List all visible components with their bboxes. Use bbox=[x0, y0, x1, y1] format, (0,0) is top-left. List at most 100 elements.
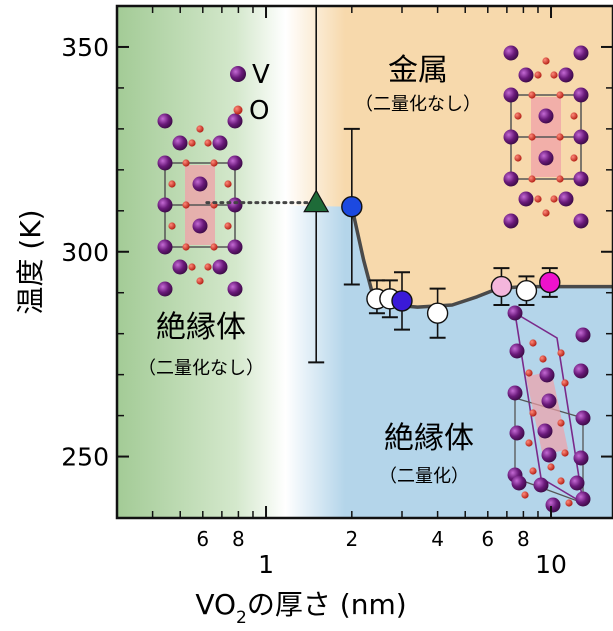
o-atom bbox=[539, 355, 547, 363]
v-atom bbox=[192, 218, 208, 234]
o-atom bbox=[168, 222, 176, 230]
x-minor-tick-label: 8 bbox=[517, 527, 530, 551]
o-atom bbox=[196, 125, 204, 133]
data-point-2 bbox=[341, 127, 363, 286]
o-atom bbox=[528, 91, 536, 99]
data-point-7 bbox=[490, 267, 513, 307]
v-atom bbox=[157, 197, 173, 213]
o-atom bbox=[210, 159, 218, 167]
o-atom bbox=[565, 499, 573, 507]
v-atom bbox=[507, 305, 523, 321]
o-atom bbox=[534, 71, 542, 79]
metal-title: 金属 bbox=[388, 53, 448, 88]
o-atom bbox=[521, 491, 529, 499]
x-axis-label-rest: の厚さ (nm) bbox=[247, 588, 407, 621]
v-atom bbox=[575, 327, 591, 343]
o-atom bbox=[188, 139, 196, 147]
data-point-6 bbox=[426, 287, 449, 339]
o-atom bbox=[182, 159, 190, 167]
legend-o-label: O bbox=[249, 96, 269, 126]
o-atom bbox=[188, 263, 196, 271]
metal-subtitle: （二量化なし） bbox=[355, 94, 481, 115]
octahedron bbox=[525, 371, 569, 455]
insulator-right-title: 絶縁体 bbox=[384, 421, 474, 456]
o-atom bbox=[561, 379, 569, 387]
o-atom bbox=[196, 277, 204, 285]
o-atom bbox=[556, 133, 564, 141]
v-atom bbox=[539, 367, 555, 383]
insulator-left-subtitle: （二量化なし） bbox=[138, 358, 264, 379]
o-atom bbox=[514, 154, 522, 162]
o-atom bbox=[529, 467, 537, 475]
v-atom bbox=[157, 113, 173, 129]
axis-labels: VO2の厚さ (nm) 温度 (K) bbox=[14, 209, 407, 628]
v-atom bbox=[509, 425, 525, 441]
o-atom bbox=[224, 222, 232, 230]
y-tick-label: 300 bbox=[61, 238, 109, 267]
o-atom bbox=[525, 369, 533, 377]
v-atom bbox=[569, 475, 585, 491]
x-tick-label: 10 bbox=[535, 550, 567, 579]
x-minor-tick-label: 2 bbox=[345, 527, 358, 551]
data-point-1 bbox=[303, 6, 330, 364]
crystal-metal bbox=[503, 45, 589, 229]
o-atom bbox=[528, 175, 536, 183]
plot-area bbox=[117, 6, 613, 518]
o-atom bbox=[210, 243, 218, 251]
y-axis-label: 温度 (K) bbox=[14, 209, 47, 314]
circle-marker bbox=[426, 302, 449, 324]
v-atom bbox=[518, 191, 534, 207]
v-atom bbox=[172, 259, 188, 275]
v-atom bbox=[503, 87, 519, 103]
plot-frame bbox=[115, 4, 613, 520]
v-atom bbox=[573, 87, 589, 103]
data-point-5 bbox=[391, 271, 413, 331]
o-atom bbox=[550, 71, 558, 79]
x-axis-label: VO2の厚さ (nm) bbox=[195, 588, 406, 627]
v-atom bbox=[503, 129, 519, 145]
x-tick-label: 1 bbox=[258, 550, 274, 579]
v-atom bbox=[192, 176, 208, 192]
o-atom bbox=[528, 133, 536, 141]
v-atom bbox=[227, 281, 243, 297]
o-atom bbox=[204, 263, 212, 271]
v-atom bbox=[227, 155, 243, 171]
o-atom bbox=[182, 243, 190, 251]
circle-marker bbox=[490, 275, 513, 298]
x-axis-label-main: VO bbox=[195, 588, 236, 621]
v-atom bbox=[573, 450, 589, 466]
x-minor-tick-label: 4 bbox=[431, 527, 444, 551]
o-atom bbox=[556, 175, 564, 183]
v-atom bbox=[212, 135, 228, 151]
v-atom bbox=[558, 191, 574, 207]
data-point-9 bbox=[539, 267, 561, 298]
annotations: 金属 （二量化なし） 絶縁体 （二量化なし） 絶縁体 （二量化） bbox=[138, 53, 481, 487]
v-atom bbox=[538, 150, 554, 166]
o-atom bbox=[561, 449, 569, 457]
v-atom bbox=[538, 108, 554, 124]
v-atom bbox=[227, 239, 243, 255]
o-atom bbox=[542, 57, 550, 65]
v-atom bbox=[558, 67, 574, 83]
o-atom bbox=[570, 112, 578, 120]
v-atom bbox=[541, 393, 557, 409]
v-atom bbox=[172, 135, 188, 151]
crystal-structures bbox=[157, 45, 591, 513]
v-atom bbox=[503, 45, 519, 61]
data-points bbox=[303, 6, 561, 364]
o-atom bbox=[224, 180, 232, 188]
v-atom bbox=[157, 155, 173, 171]
o-atom bbox=[529, 409, 537, 417]
v-atom bbox=[157, 239, 173, 255]
circle-marker bbox=[341, 196, 363, 218]
v-atom bbox=[573, 45, 589, 61]
o-atom bbox=[204, 139, 212, 147]
o-atom bbox=[182, 201, 190, 209]
crystal-dimerized bbox=[507, 305, 591, 513]
v-atom bbox=[575, 410, 591, 426]
o-atom bbox=[168, 180, 176, 188]
v-atom bbox=[507, 385, 523, 401]
x-axis-label-subscript: 2 bbox=[236, 608, 247, 627]
